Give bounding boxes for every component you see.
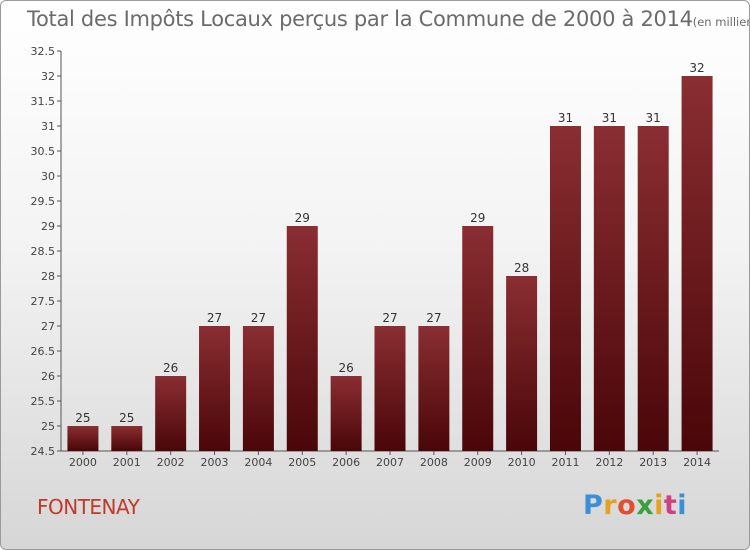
x-tick-label: 2008 [420,456,448,469]
x-tick-label: 2000 [69,456,97,469]
x-tick-label: 2007 [376,456,404,469]
bar-value-label: 27 [251,311,266,325]
y-tick-label: 27.5 [31,295,56,308]
x-tick-label: 2001 [113,456,141,469]
y-tick-label: 32.5 [31,45,56,58]
x-tick-label: 2009 [464,456,492,469]
bar-value-label: 26 [338,361,353,375]
y-tick-label: 31.5 [31,95,56,108]
bar [462,226,494,451]
bar-value-label: 29 [470,211,485,225]
chart-title-unit: (en milliers d'€) [692,15,749,29]
x-tick-label: 2014 [683,456,711,469]
proxiti-logo[interactable]: Proxiti [583,490,687,521]
logo-letter: t [663,490,678,521]
y-tick-label: 30 [41,170,55,183]
y-tick-label: 26.5 [31,345,56,358]
chart-title: Total des Impôts Locaux perçus par la Co… [27,7,749,31]
bar-value-label: 27 [382,311,397,325]
bar [155,376,187,451]
x-tick-label: 2013 [639,456,667,469]
y-tick-label: 27 [41,320,55,333]
y-tick-label: 24.5 [31,445,56,458]
y-tick-label: 32 [41,70,55,83]
y-tick-label: 31 [41,120,55,133]
bar-value-label: 31 [602,111,617,125]
bar-value-label: 31 [558,111,573,125]
logo-letter: i [677,490,688,521]
bar-value-label: 25 [119,411,134,425]
bar [506,276,538,451]
bar [593,126,625,451]
y-tick-label: 30.5 [31,145,56,158]
y-tick-label: 25.5 [31,395,56,408]
bar-value-label: 27 [426,311,441,325]
bar [418,326,450,451]
bar-value-label: 31 [646,111,661,125]
y-tick-label: 29.5 [31,195,56,208]
x-tick-label: 2005 [288,456,316,469]
y-tick-label: 29 [41,220,55,233]
logo-letter: x [636,490,655,521]
bar [67,426,99,451]
y-tick-label: 25 [41,420,55,433]
commune-name: FONTENAY [37,495,140,519]
logo-letter: P [583,490,604,521]
bar [199,326,231,451]
y-tick-label: 26 [41,370,55,383]
bar-value-label: 25 [75,411,90,425]
bar-value-label: 26 [163,361,178,375]
x-tick-label: 2002 [157,456,185,469]
bar [549,126,581,451]
bar-value-label: 32 [689,61,704,75]
x-tick-label: 2003 [201,456,229,469]
x-tick-label: 2012 [595,456,623,469]
x-tick-label: 2011 [551,456,579,469]
y-tick-label: 28.5 [31,245,56,258]
bar [681,76,713,451]
bar-value-label: 28 [514,261,529,275]
y-tick-label: 28 [41,270,55,283]
x-tick-label: 2010 [508,456,536,469]
x-tick-label: 2006 [332,456,360,469]
bar [242,326,274,451]
bar [637,126,669,451]
bar-value-label: 27 [207,311,222,325]
x-tick-label: 2004 [244,456,272,469]
logo-letter: o [617,490,637,521]
bar [111,426,143,451]
bar [374,326,406,451]
bar [286,226,318,451]
chart-title-text: Total des Impôts Locaux perçus par la Co… [27,7,693,31]
bar [330,376,362,451]
logo-letter: r [603,490,618,521]
logo-letter: i [654,490,664,521]
bar-value-label: 29 [295,211,310,225]
